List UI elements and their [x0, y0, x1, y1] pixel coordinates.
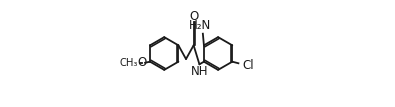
Text: Cl: Cl	[243, 59, 254, 72]
Text: CH₃: CH₃	[119, 58, 137, 68]
Text: NH: NH	[191, 65, 209, 78]
Text: O: O	[190, 10, 199, 23]
Text: O: O	[138, 56, 147, 69]
Text: H₂N: H₂N	[189, 19, 211, 32]
